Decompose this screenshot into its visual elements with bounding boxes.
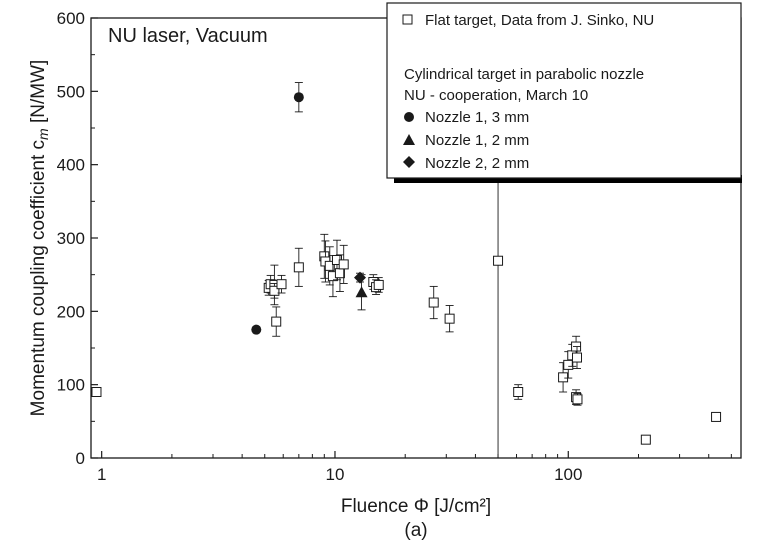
panel-label: (a) [404,520,427,541]
y-axis-title: Momentum coupling coefficient cm [N/MW] [28,60,51,417]
data-point-flat [271,316,282,327]
legend-label-nozzle12: Nozzle 1, 2 mm [425,132,529,149]
data-point-flat [513,387,524,397]
data-point-flat [493,255,504,266]
data-point-flat [428,297,439,308]
y-tick-label: 200 [57,302,85,321]
legend-marker-nozzle13 [404,112,414,122]
legend-label-flat: Flat target, Data from J. Sinko, NU [425,12,654,29]
data-point-nozzle13 [251,324,262,335]
data-point-flat [276,279,287,290]
y-axis-title-main: Momentum coupling coefficient c [28,140,49,416]
legend-marker-nozzle12 [403,134,415,145]
x-tick-label: 10 [326,465,345,484]
data-point-flat [572,352,583,363]
annotation-text: NU laser, Vacuum [108,25,268,47]
y-tick-label: 300 [57,229,85,248]
data-point-flat [640,434,651,445]
data-point-flat [558,372,569,383]
data-point-flat [563,359,574,370]
data-point-flat [293,262,304,273]
legend-group-title-1: Cylindrical target in parabolic nozzle [404,66,644,83]
x-axis-title: Fluence Φ [J/cm²] [341,496,491,517]
data-point-flat [324,260,335,271]
legend-label-nozzle13: Nozzle 1, 3 mm [425,109,529,126]
y-tick-label: 100 [57,376,85,395]
data-point-flat [444,313,455,324]
legend-box [386,2,742,179]
y-tick-label: 500 [57,82,85,101]
data-point-flat [711,411,722,422]
data-point-flat [338,259,349,270]
x-tick-label: 100 [554,465,582,484]
data-point-nozzle13 [293,92,304,103]
data-point-flat [269,285,280,296]
x-tick-label: 1 [97,465,106,484]
data-point-flat [373,279,384,290]
y-axis-title-sub: m [35,128,51,140]
legend-shadow [394,175,742,183]
legend-marker-flat [402,14,413,25]
y-tick-label: 600 [57,9,85,28]
data-point-flat [91,387,102,397]
legend: Flat target, Data from J. Sinko, NU Cyli… [386,2,742,183]
data-point-flat [572,394,583,405]
data-point-nozzle12 [355,286,368,298]
legend-group-title-2: NU - cooperation, March 10 [404,87,588,104]
y-tick-label: 400 [57,156,85,175]
legend-label-nozzle22: Nozzle 2, 2 mm [425,155,529,172]
y-tick-label: 0 [76,449,85,468]
data-point-flat [334,268,345,279]
data-point-nozzle22 [353,271,366,284]
y-axis-title-unit: [N/MW] [28,60,49,129]
legend-marker-nozzle22 [403,156,415,168]
